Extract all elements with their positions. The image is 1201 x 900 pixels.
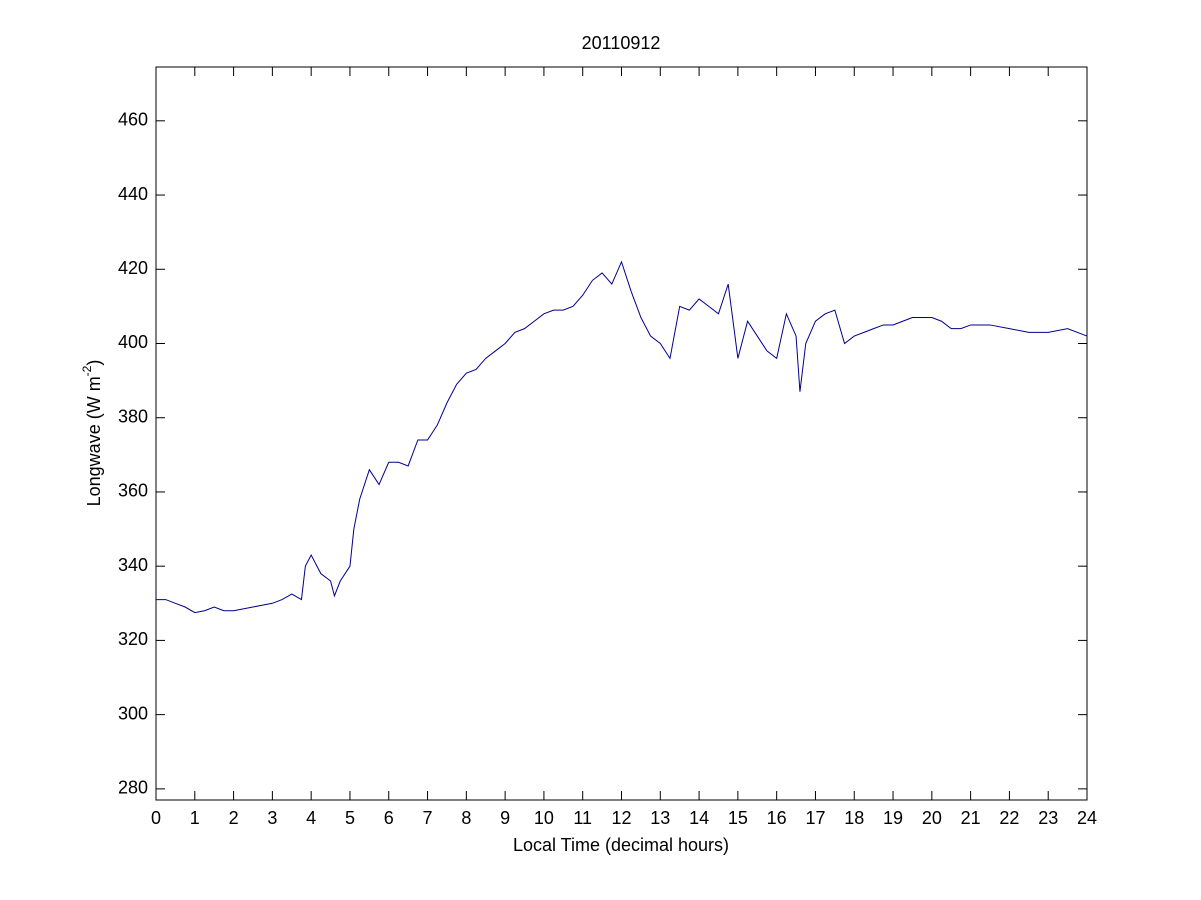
x-tick-label: 11 xyxy=(573,808,592,828)
x-tick-label: 4 xyxy=(306,808,316,828)
y-tick-label: 300 xyxy=(118,703,148,723)
x-tick-label: 5 xyxy=(345,808,355,828)
x-tick-label: 13 xyxy=(650,808,670,828)
y-axis-label-end: ) xyxy=(84,360,104,366)
x-tick-label: 18 xyxy=(844,808,864,828)
y-tick-label: 320 xyxy=(118,629,148,649)
y-tick-label: 380 xyxy=(118,406,148,426)
x-tick-label: 6 xyxy=(384,808,394,828)
x-axis-label: Local Time (decimal hours) xyxy=(513,835,729,855)
data-line xyxy=(156,260,1088,614)
x-tick-label: 0 xyxy=(151,808,161,828)
x-tick-label: 15 xyxy=(728,808,748,828)
x-tick-label: 16 xyxy=(767,808,787,828)
x-tick-label: 9 xyxy=(500,808,510,828)
x-tick-label: 12 xyxy=(611,808,631,828)
x-tick-label: 1 xyxy=(190,808,200,828)
y-tick-label: 420 xyxy=(118,258,148,278)
x-tick-label: 14 xyxy=(689,808,709,828)
x-tick-label: 10 xyxy=(534,808,554,828)
x-tick-label: 23 xyxy=(1038,808,1058,828)
x-tick-label: 8 xyxy=(461,808,471,828)
y-tick-label: 440 xyxy=(118,184,148,204)
x-tick-label: 24 xyxy=(1077,808,1097,828)
y-tick-label: 460 xyxy=(118,110,148,130)
y-tick-label: 360 xyxy=(118,481,148,501)
y-tick-label: 400 xyxy=(118,332,148,352)
x-tick-label: 17 xyxy=(805,808,825,828)
x-tick-label: 3 xyxy=(267,808,277,828)
x-tick-label: 19 xyxy=(883,808,903,828)
x-tick-label: 7 xyxy=(423,808,433,828)
x-tick-label: 21 xyxy=(961,808,981,828)
y-axis-label-main: Longwave (W m xyxy=(84,376,104,506)
y-tick-label: 340 xyxy=(118,555,148,575)
x-tick-label: 20 xyxy=(922,808,942,828)
y-axis-label: Longwave (W m-2) xyxy=(80,360,104,507)
x-tick-label: 2 xyxy=(229,808,239,828)
x-tick-label: 22 xyxy=(999,808,1019,828)
y-axis-label-sup: -2 xyxy=(80,365,94,376)
chart-title: 20110912 xyxy=(582,33,661,53)
y-tick-label: 280 xyxy=(118,778,148,798)
